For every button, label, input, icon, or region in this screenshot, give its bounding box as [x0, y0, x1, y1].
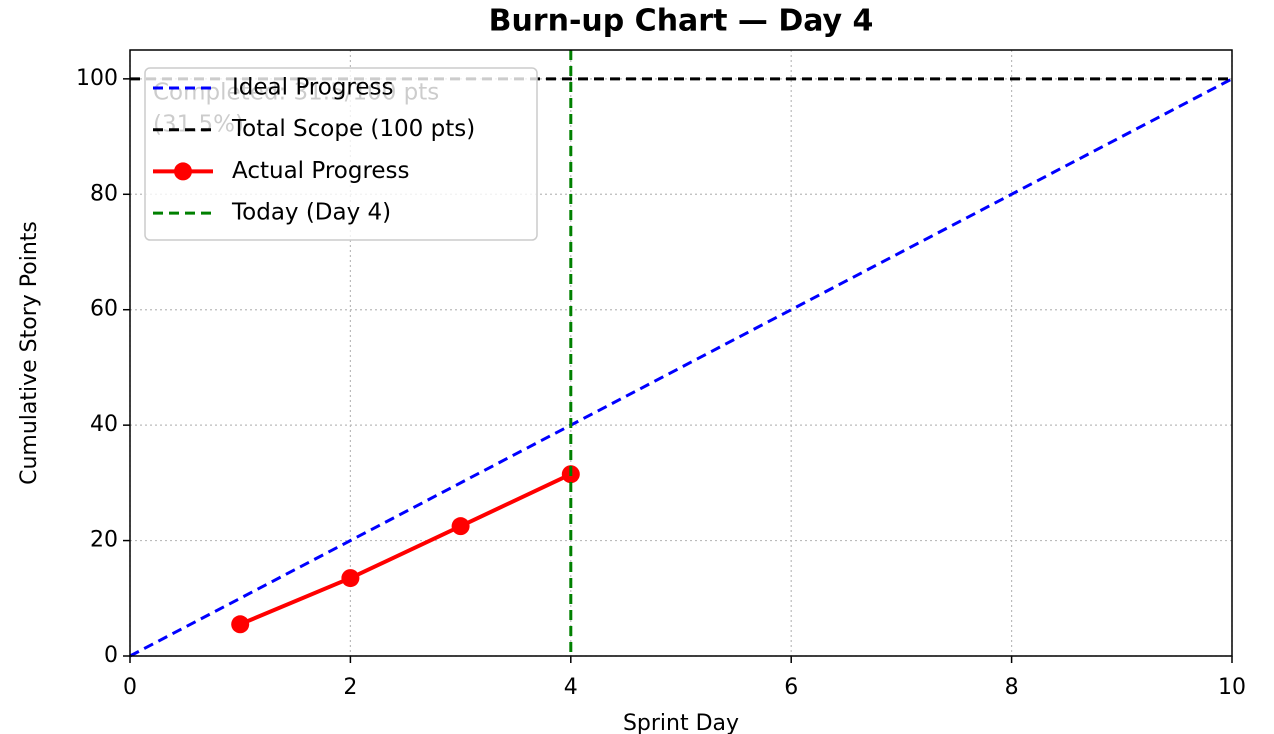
plot-frame: [129, 49, 1233, 657]
y-tick-label: 0: [104, 643, 118, 668]
legend-label: Ideal Progress: [232, 75, 393, 101]
x-tick-label: 0: [123, 675, 137, 700]
x-tick-label: 8: [1005, 675, 1019, 700]
data-point: [451, 517, 470, 536]
x-tick-label: 4: [564, 675, 578, 700]
y-tick-label: 40: [90, 412, 118, 437]
x-tick-label: 2: [343, 675, 357, 700]
legend-label: Total Scope (100 pts): [231, 116, 475, 142]
legend-box: [144, 67, 538, 241]
y-tick-label: 80: [90, 181, 118, 206]
y-tick-label: 60: [90, 297, 118, 322]
x-axis-label: Sprint Day: [623, 711, 739, 734]
legend-label: Today (Day 4): [231, 200, 391, 226]
legend-marker: [174, 162, 192, 181]
legend-label: Actual Progress: [232, 158, 410, 184]
data-point: [231, 615, 250, 634]
x-tick-label: 10: [1218, 675, 1246, 700]
y-axis-label: Cumulative Story Points: [17, 221, 42, 485]
chart-title: Burn-up Chart — Day 4: [489, 4, 874, 39]
data-point: [341, 569, 360, 588]
x-tick-label: 6: [784, 675, 798, 700]
series-line: [239, 472, 572, 627]
y-tick-label: 100: [76, 66, 118, 91]
y-tick-label: 20: [90, 528, 118, 553]
